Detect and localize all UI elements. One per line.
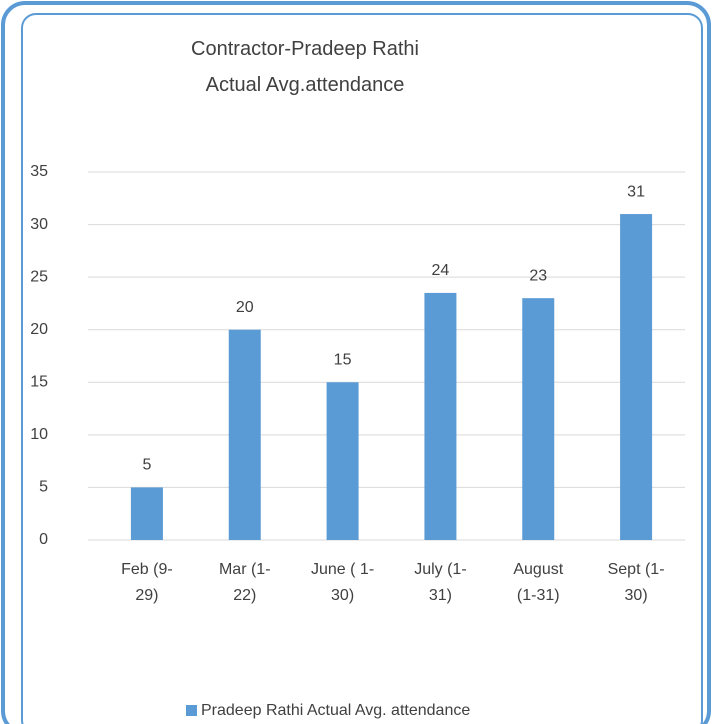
- bar: [522, 298, 555, 540]
- x-tick-label: August (1-31): [513, 561, 563, 604]
- y-tick-label: 10: [30, 426, 48, 443]
- legend-swatch: [186, 705, 197, 716]
- chart-title: Contractor-Pradeep Rathi Actual Avg.atten…: [191, 38, 419, 96]
- y-tick-label: 15: [30, 374, 48, 391]
- y-tick-label: 0: [39, 531, 48, 548]
- x-tick-label: Sept (1-30): [608, 561, 665, 604]
- data-label: 24: [432, 262, 450, 279]
- data-label: 23: [529, 267, 547, 284]
- bar: [130, 487, 163, 540]
- bar: [326, 382, 359, 540]
- y-tick-label: 30: [30, 216, 48, 233]
- legend-label: Pradeep Rathi Actual Avg. attendance: [201, 702, 470, 719]
- x-tick-label: Mar (1-22): [219, 561, 271, 604]
- y-tick-label: 20: [30, 321, 48, 338]
- x-tick-label: July (1-31): [414, 561, 466, 604]
- data-label: 15: [334, 352, 352, 369]
- data-label: 20: [236, 299, 254, 316]
- data-label: 31: [627, 183, 645, 200]
- y-tick-label: 25: [30, 268, 48, 285]
- inner-frame: [21, 13, 703, 724]
- x-tick-label: Feb (9-29): [121, 561, 173, 604]
- y-tick-label: 5: [39, 479, 48, 496]
- bar: [424, 292, 457, 540]
- x-tick-label: June ( 1-30): [311, 561, 374, 604]
- bar: [620, 214, 653, 541]
- bar: [228, 329, 261, 540]
- y-tick-label: 35: [30, 163, 48, 180]
- data-label: 5: [142, 457, 151, 474]
